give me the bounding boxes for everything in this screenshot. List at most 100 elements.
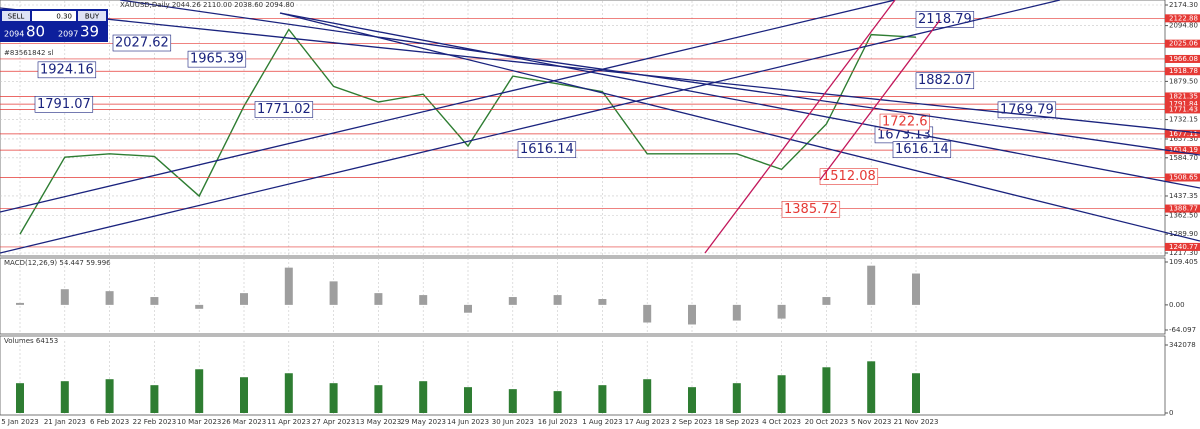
bar — [777, 375, 786, 413]
x-tick-label: 16 Jul 2023 — [538, 418, 578, 426]
annotation-box — [112, 34, 172, 52]
bar — [867, 265, 876, 305]
bar — [105, 379, 114, 413]
volume-title: Volumes 64153 — [4, 337, 58, 345]
annotation-box — [517, 141, 577, 158]
volume-panel — [0, 335, 1166, 416]
annotation-box — [187, 50, 247, 68]
macd-panel — [0, 257, 1166, 335]
annotation-label: 1771.02 — [257, 102, 311, 117]
level-label: 1388.77 — [1169, 205, 1198, 213]
level-label-bg — [1165, 100, 1200, 109]
annotation-box — [781, 201, 841, 218]
y-tick-label: 0.00 — [1169, 301, 1185, 309]
sell-price-main: 2094 — [4, 30, 24, 39]
x-tick-label: 22 Feb 2023 — [133, 418, 177, 426]
trendline — [0, 7, 1200, 134]
level-label-bg — [1165, 14, 1200, 23]
bar — [419, 381, 428, 413]
annotation-label: 1616.14 — [895, 142, 949, 157]
sell-button[interactable] — [2, 11, 30, 21]
x-tick-label: 17 Aug 2023 — [625, 418, 670, 426]
level-label: 1918.78 — [1169, 67, 1198, 75]
level-label-bg — [1165, 204, 1200, 213]
bar — [195, 369, 204, 413]
annotation-box — [819, 168, 879, 185]
bar — [553, 295, 562, 305]
annotation-label: 1965.39 — [190, 52, 244, 67]
x-tick-label: 20 Oct 2023 — [805, 418, 848, 426]
x-tick-label: 14 Jun 2023 — [447, 418, 489, 426]
bar — [16, 302, 24, 305]
bar — [464, 387, 472, 413]
annotation-label: 1616.14 — [520, 142, 574, 157]
channel-line — [819, 19, 941, 181]
x-tick-label: 29 May 2023 — [400, 418, 446, 426]
chart-header: XAUUSD,Daily 2044.26 2110.00 2038.60 209… — [120, 1, 294, 9]
bar — [150, 297, 159, 305]
bar — [732, 383, 741, 413]
bar — [329, 281, 338, 305]
lot-input[interactable] — [32, 11, 76, 21]
x-tick-label: 4 Oct 2023 — [762, 418, 801, 426]
level-label-bg — [1165, 92, 1200, 101]
x-tick-label: 2 Sep 2023 — [672, 418, 712, 426]
price-line — [19, 28, 917, 235]
annotation-box — [892, 141, 952, 158]
annotation-label: 1385.72 — [784, 202, 838, 217]
bar — [867, 361, 876, 413]
level-label: 1966.08 — [1169, 55, 1198, 63]
level-label: 1791.84 — [1169, 100, 1198, 108]
y-tick-label: 1657.30 — [1169, 135, 1198, 143]
x-tick-label: 27 Apr 2023 — [312, 418, 355, 426]
y-tick-label: 1289.90 — [1169, 230, 1198, 238]
x-tick-label: 26 Mar 2023 — [222, 418, 266, 426]
x-tick-label: 13 May 2023 — [356, 418, 402, 426]
trendline — [279, 12, 1200, 242]
annotation-box — [37, 61, 97, 79]
bar — [912, 373, 920, 413]
trade-panel: SELL 0.30 BUY 2094 80 2097 39 — [0, 9, 108, 42]
bar — [643, 379, 652, 413]
level-label-bg — [1165, 105, 1200, 114]
annotation-box — [34, 96, 94, 113]
level-label-bg — [1165, 129, 1200, 138]
bar — [643, 304, 652, 323]
y-tick-label: 1437.35 — [1169, 192, 1198, 200]
annotation-label: 1882.07 — [918, 73, 972, 88]
level-label: 1821.35 — [1169, 92, 1198, 100]
level-label: 2122.88 — [1169, 14, 1198, 22]
x-tick-label: 30 Jun 2023 — [492, 418, 534, 426]
x-tick-label: 6 Feb 2023 — [90, 418, 129, 426]
buy-button[interactable] — [78, 11, 106, 21]
y-tick-label: 1362.50 — [1169, 211, 1198, 219]
x-tick-label: 5 Nov 2023 — [851, 418, 891, 426]
bar — [419, 295, 428, 305]
bar — [464, 304, 472, 313]
bar — [822, 297, 831, 305]
buy-label: BUY — [85, 13, 100, 21]
x-tick-label: 10 Mar 2023 — [177, 418, 221, 426]
y-tick-label: 2094.80 — [1169, 22, 1198, 30]
bar — [688, 304, 696, 325]
bar — [16, 383, 24, 413]
bar — [240, 377, 248, 413]
bar — [374, 385, 383, 413]
level-label: 1614.19 — [1169, 146, 1198, 154]
buy-price-main: 2097 — [58, 30, 78, 39]
level-label: 1677.11 — [1169, 130, 1198, 138]
level-label: 1240.77 — [1169, 243, 1198, 251]
trendline — [119, 0, 1200, 156]
sell-label: SELL — [8, 13, 25, 21]
level-label-bg — [1165, 54, 1200, 63]
y-tick-label: -64.097 — [1169, 326, 1196, 334]
bar — [374, 293, 383, 305]
level-label-bg — [1165, 146, 1200, 155]
level-label-bg — [1165, 242, 1200, 251]
level-label-bg — [1165, 39, 1200, 48]
y-tick-label: 2174.30 — [1169, 1, 1198, 9]
level-label-bg — [1165, 67, 1200, 76]
bar — [284, 373, 293, 413]
y-tick-label: 0 — [1169, 409, 1173, 417]
annotation-box — [915, 72, 975, 90]
